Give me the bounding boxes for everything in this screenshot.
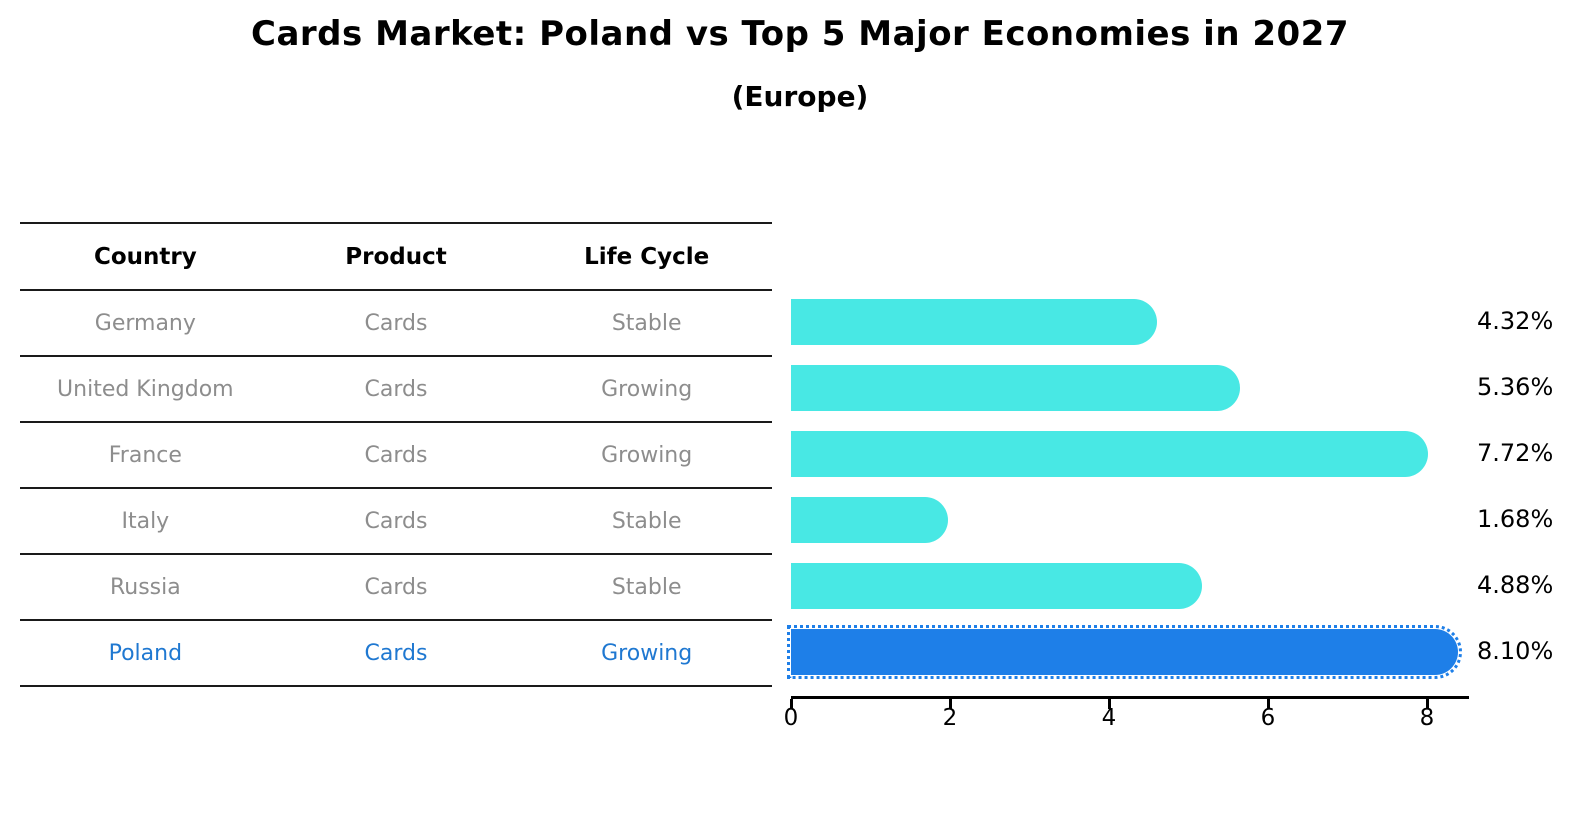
cell-product: Cards <box>364 442 428 468</box>
cell-product: Cards <box>364 310 428 336</box>
bar-value-label: 1.68% <box>1477 505 1554 533</box>
chart-subtitle: (Europe) <box>731 80 869 113</box>
x-axis-tick-label: 6 <box>1260 705 1276 731</box>
bar-value-label: 7.72% <box>1477 439 1554 467</box>
x-axis-tick-label: 0 <box>783 705 799 731</box>
cell-life-cycle: Growing <box>601 640 693 666</box>
cell-life-cycle: Growing <box>601 442 693 468</box>
chart-bar-italy <box>791 497 948 543</box>
cell-country: Poland <box>108 640 183 666</box>
data-table: Country Product Life Cycle Germany Cards… <box>20 222 772 687</box>
chart-bar-poland <box>787 625 1462 679</box>
cell-product: Cards <box>364 376 428 402</box>
table-row-poland: Poland Cards Growing <box>20 621 772 687</box>
chart-bar-russia <box>791 563 1202 609</box>
cell-country: Germany <box>94 310 196 336</box>
x-axis-tick <box>1267 699 1270 709</box>
cell-product: Cards <box>364 508 428 534</box>
cell-product: Cards <box>364 574 428 600</box>
chart-bar-united-kingdom <box>791 365 1241 411</box>
bar-value-label: 4.88% <box>1477 571 1554 599</box>
table-header-row: Country Product Life Cycle <box>20 224 772 291</box>
cell-life-cycle: Stable <box>611 508 682 534</box>
cell-life-cycle: Growing <box>601 376 693 402</box>
table-row: France Cards Growing <box>20 423 772 489</box>
cell-country: Italy <box>121 508 170 534</box>
x-axis-tick <box>1108 699 1111 709</box>
x-axis-tick <box>1426 699 1429 709</box>
bar-value-label: 8.10% <box>1477 637 1554 665</box>
x-axis-tick-label: 2 <box>942 705 958 731</box>
cell-life-cycle: Stable <box>611 574 682 600</box>
header-cell-product: Product <box>345 243 447 270</box>
table-row: Italy Cards Stable <box>20 489 772 555</box>
x-axis-tick <box>949 699 952 709</box>
x-axis-tick-label: 8 <box>1419 705 1435 731</box>
cell-country: United Kingdom <box>57 376 234 402</box>
chart-bar-france <box>791 431 1428 477</box>
chart-bar-germany <box>791 299 1158 345</box>
cell-life-cycle: Stable <box>611 310 682 336</box>
header-cell-country: Country <box>93 243 197 270</box>
x-axis-tick-label: 4 <box>1101 705 1117 731</box>
bar-value-label: 5.36% <box>1477 373 1554 401</box>
cell-country: France <box>108 442 182 468</box>
table-row: Germany Cards Stable <box>20 291 772 357</box>
chart-title: Cards Market: Poland vs Top 5 Major Econ… <box>251 14 1349 54</box>
bar-value-label: 4.32% <box>1477 307 1554 335</box>
cell-product: Cards <box>364 640 428 666</box>
cell-country: Russia <box>109 574 181 600</box>
table-row: Russia Cards Stable <box>20 555 772 621</box>
header-cell-life-cycle: Life Cycle <box>584 243 710 270</box>
table-row: United Kingdom Cards Growing <box>20 357 772 423</box>
x-axis-line <box>791 696 1469 699</box>
x-axis-tick <box>790 699 793 709</box>
